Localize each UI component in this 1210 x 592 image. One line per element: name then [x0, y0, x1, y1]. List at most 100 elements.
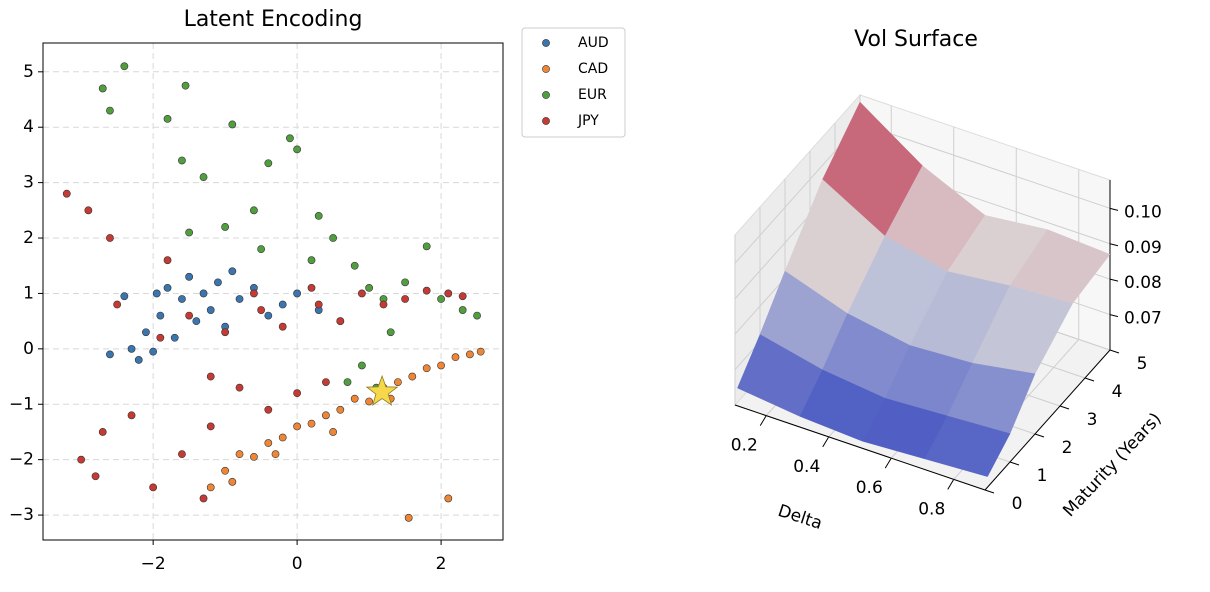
point	[437, 295, 445, 303]
point	[278, 433, 287, 442]
point	[152, 289, 161, 298]
point	[278, 322, 287, 331]
point	[228, 267, 237, 276]
point	[106, 350, 114, 359]
legend-marker	[542, 91, 550, 99]
highlight-star	[365, 374, 399, 406]
point	[120, 62, 129, 71]
point	[314, 211, 323, 220]
z-tick-label: 0.08	[1124, 273, 1162, 293]
point	[106, 234, 114, 242]
point	[185, 228, 194, 237]
y-tick-label: 2	[23, 228, 34, 248]
chart-title: Latent Encoding	[184, 7, 363, 32]
point	[307, 419, 316, 428]
grid-line	[859, 122, 1111, 209]
tick-mark	[1009, 461, 1020, 466]
point	[181, 81, 190, 90]
point	[386, 328, 395, 337]
point	[293, 422, 302, 431]
tick-mark	[1084, 377, 1095, 382]
tick-mark	[947, 479, 955, 490]
point	[178, 295, 186, 303]
x-tick-label: 0.2	[731, 436, 758, 456]
x-tick-label: −2	[141, 554, 166, 574]
point	[350, 261, 359, 270]
y-tick-label: −2	[9, 450, 34, 470]
point	[458, 292, 467, 301]
point	[293, 145, 302, 154]
point	[178, 156, 186, 165]
legend-label: AUD	[578, 35, 609, 51]
point	[120, 292, 129, 301]
tick-mark	[822, 436, 830, 448]
point	[465, 350, 474, 359]
point	[404, 513, 413, 522]
point	[379, 300, 388, 309]
point	[365, 397, 374, 406]
point	[156, 333, 165, 342]
tick-mark	[1109, 314, 1119, 318]
x-axis-label: Delta	[775, 501, 824, 534]
y-tick-label: 0	[1012, 494, 1023, 514]
y-tick-label: 5	[23, 62, 34, 82]
point	[250, 452, 258, 461]
y-tick-label: −3	[9, 505, 34, 525]
y-tick-label: 4	[23, 117, 34, 137]
point	[163, 256, 172, 265]
point	[293, 389, 302, 398]
x-tick-label: 0.8	[918, 499, 945, 519]
legend-marker	[542, 39, 550, 47]
point	[336, 317, 345, 326]
legend-label: JPY	[577, 113, 599, 129]
point	[113, 300, 122, 309]
point	[228, 477, 237, 486]
point	[271, 450, 280, 459]
point	[444, 289, 453, 298]
point	[476, 347, 485, 356]
point	[343, 378, 352, 386]
z-tick-label: 0.09	[1124, 238, 1162, 258]
point	[350, 394, 359, 403]
point	[444, 494, 453, 503]
point	[127, 344, 136, 353]
tick-mark	[1109, 278, 1119, 282]
axis-line	[984, 349, 1111, 491]
point	[192, 317, 201, 326]
point	[264, 159, 273, 168]
point	[221, 466, 230, 475]
point	[451, 353, 460, 362]
point	[221, 328, 230, 337]
point	[307, 283, 316, 292]
point	[286, 134, 294, 143]
point	[163, 115, 172, 123]
point	[422, 286, 431, 295]
point	[163, 283, 172, 292]
point	[408, 372, 417, 381]
point	[156, 311, 165, 320]
point	[257, 245, 266, 254]
point	[134, 356, 143, 364]
point	[206, 483, 215, 492]
point	[264, 405, 273, 414]
axis-line	[734, 404, 986, 491]
point	[98, 428, 107, 436]
point	[170, 333, 179, 342]
point	[228, 120, 237, 129]
point	[98, 84, 107, 93]
point	[393, 378, 402, 386]
legend-marker	[542, 117, 550, 125]
y-tick-label: 3	[23, 173, 34, 193]
point	[322, 378, 330, 386]
point	[437, 361, 445, 370]
x-tick-label: 2	[436, 554, 447, 574]
point	[235, 383, 244, 392]
y-tick-label: 5	[1137, 354, 1148, 374]
chart-title: Vol Surface	[854, 27, 978, 52]
tick-mark	[984, 489, 995, 494]
y-tick-label: 4	[1112, 382, 1123, 402]
tick-mark	[1109, 349, 1120, 354]
point	[473, 311, 481, 320]
z-tick-label: 0.10	[1124, 202, 1162, 222]
point	[199, 289, 208, 298]
